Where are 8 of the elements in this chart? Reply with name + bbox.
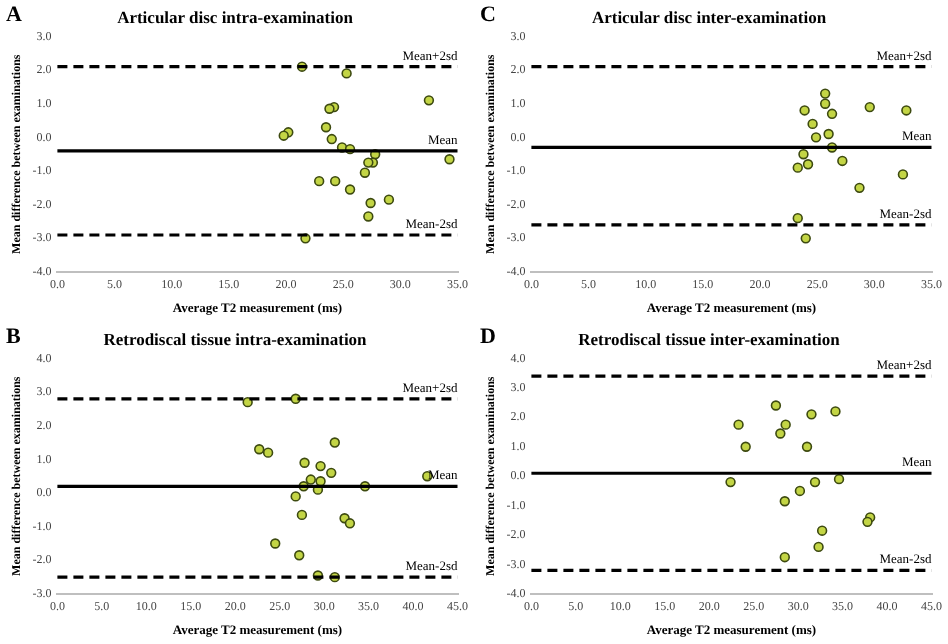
chart-title: Retrodiscal tissue inter-examination xyxy=(578,328,841,349)
chart-title: Articular disc intra-examination xyxy=(117,6,354,27)
text: A xyxy=(6,2,22,27)
chart-title: Articular disc inter-examination xyxy=(591,6,827,27)
text: C xyxy=(480,2,496,27)
chart-title: Retrodiscal tissue intra-examination xyxy=(103,328,368,349)
text: B xyxy=(6,324,22,349)
text: D xyxy=(480,324,496,349)
